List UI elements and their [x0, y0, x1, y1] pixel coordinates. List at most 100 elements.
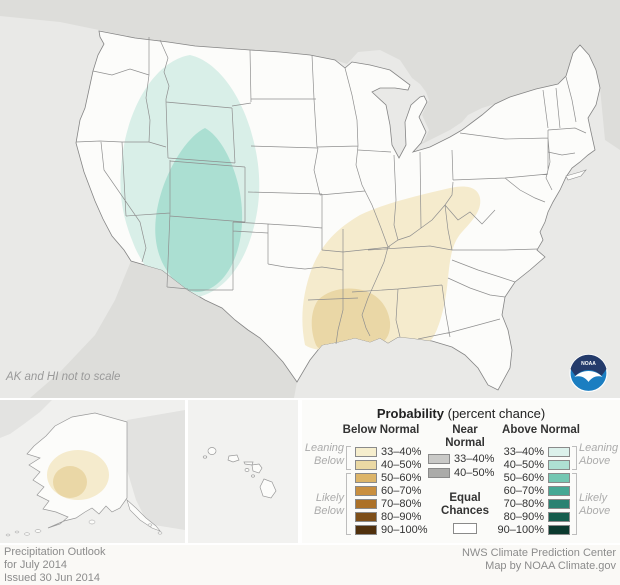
above-normal-header: Above Normal [502, 424, 580, 436]
legend-swatch [355, 459, 377, 470]
state-borders [75, 37, 587, 345]
legend-row: 90–100% [355, 524, 428, 537]
below-normal-region-inner [311, 288, 391, 351]
alaska-map [0, 400, 185, 537]
legend-row: 50–60% [494, 471, 570, 484]
footer-source-line: NWS Climate Prediction Center [461, 547, 616, 559]
legend-row: 33–40% [494, 445, 570, 458]
legend-title: Probability (percent chance) [302, 406, 620, 421]
russia-landmass [0, 400, 52, 438]
leaning-below-label-2: Below [314, 455, 344, 467]
likely-above-label-2: Above [579, 505, 611, 517]
legend-swatch [548, 485, 570, 496]
noaa-logo-text: NOAA [581, 361, 596, 367]
legend-swatch [428, 468, 450, 478]
legend-row: 33–40% [428, 452, 494, 466]
below-normal-scale: 33–40% 40–50% 50–60% 60–70% [355, 445, 428, 537]
likely-below-label-1: Likely [315, 492, 344, 504]
legend-swatch [355, 472, 377, 483]
footer-period-line: for July 2014 [4, 559, 67, 571]
legend-title-suffix: (percent chance) [444, 406, 546, 421]
mexico-landmass [30, 261, 297, 398]
legend-row-label: 70–80% [381, 497, 422, 510]
legend-row-label: 40–50% [381, 458, 422, 471]
leaning-below-bracket [346, 446, 351, 470]
noaa-logo-emblem [570, 354, 607, 376]
legend-row-label: 50–60% [503, 471, 544, 484]
legend-row-label: 33–40% [454, 453, 495, 465]
legend-swatch [355, 525, 377, 536]
equal-chances-label-2: Chances [441, 505, 489, 517]
legend-row-label: 60–70% [503, 484, 544, 497]
above-normal-scale: 33–40% 40–50% 50–60% 60–70% [494, 445, 570, 537]
scale-note: AK and HI not to scale [6, 371, 121, 383]
conus-map [0, 0, 620, 398]
hawaiian-islands [202, 447, 277, 499]
canada-landmass [0, 0, 620, 150]
likely-above-label-1: Likely [579, 492, 608, 504]
near-normal-header-1: Near [452, 424, 478, 436]
legend-row-label: 80–90% [503, 511, 544, 524]
legend-row: 40–50% [428, 466, 494, 480]
legend-swatch [548, 446, 570, 457]
legend-row-label: 60–70% [381, 484, 422, 497]
equal-chances-label-1: Equal [449, 492, 481, 504]
alaska-inset [0, 400, 185, 543]
legend-row-label: 33–40% [503, 445, 544, 458]
legend-swatch [548, 498, 570, 509]
equal-chances-swatch [453, 523, 477, 534]
footer-title-line: Precipitation Outlook [4, 546, 106, 558]
footer: Precipitation Outlook for July 2014 Issu… [0, 545, 620, 585]
legend-row-label: 90–100% [497, 524, 545, 537]
likely-below-bracket [346, 473, 351, 535]
aleutian-islands [5, 519, 163, 537]
legend-swatch [548, 459, 570, 470]
legend-row: 90–100% [494, 524, 570, 537]
leaning-above-label-2: Above [579, 455, 611, 467]
likely-below-label-2: Below [314, 505, 344, 517]
legend-row: 33–40% [355, 445, 428, 458]
legend-swatch [355, 498, 377, 509]
legend-row-label: 40–50% [503, 458, 544, 471]
above-normal-region-inner [155, 128, 243, 292]
legend-title-bold: Probability [376, 406, 444, 421]
legend-row: 60–70% [494, 484, 570, 497]
leaning-above-label-1: Leaning [579, 442, 619, 454]
footer-credit-line: Map by NOAA Climate.gov [485, 560, 616, 572]
legend-panel: Probability (percent chance) Below Norma… [302, 400, 620, 543]
footer-left-attribution: Precipitation Outlook for July 2014 Issu… [4, 546, 106, 585]
hawaii-inset [188, 400, 298, 543]
legend-swatch [355, 485, 377, 496]
leaning-below-label-1: Leaning [304, 442, 344, 454]
long-island [565, 169, 587, 181]
legend-row-label: 70–80% [503, 497, 544, 510]
legend-row: 40–50% [494, 458, 570, 471]
legend-swatch [355, 446, 377, 457]
legend-row-label: 33–40% [381, 445, 422, 458]
legend-swatch [355, 512, 377, 523]
ak-below-normal-inner [53, 466, 87, 498]
legend-row: 40–50% [355, 458, 428, 471]
conus-map-section: AK and HI not to scale NOAA [0, 0, 620, 398]
legend-swatch [548, 525, 570, 536]
legend-row-label: 90–100% [381, 524, 428, 537]
legend-row-label: 50–60% [381, 471, 422, 484]
legend-swatch [548, 512, 570, 523]
legend-swatch [428, 454, 450, 464]
legend-row-label: 40–50% [454, 467, 495, 479]
leaning-above-bracket [572, 446, 577, 470]
legend-row: 70–80% [494, 497, 570, 510]
legend-row: 70–80% [355, 497, 428, 510]
hawaii-map [202, 447, 277, 499]
legend-row-label: 80–90% [381, 511, 422, 524]
near-normal-header-2: Normal [445, 437, 485, 449]
footer-issued-line: Issued 30 Jun 2014 [4, 572, 101, 584]
legend-row: 80–90% [355, 510, 428, 523]
below-normal-header: Below Normal [342, 424, 420, 436]
legend-row: 60–70% [355, 484, 428, 497]
likely-above-bracket [572, 473, 577, 535]
legend-swatch [548, 472, 570, 483]
legend-row: 50–60% [355, 471, 428, 484]
canada-landmass-ak [127, 410, 185, 530]
